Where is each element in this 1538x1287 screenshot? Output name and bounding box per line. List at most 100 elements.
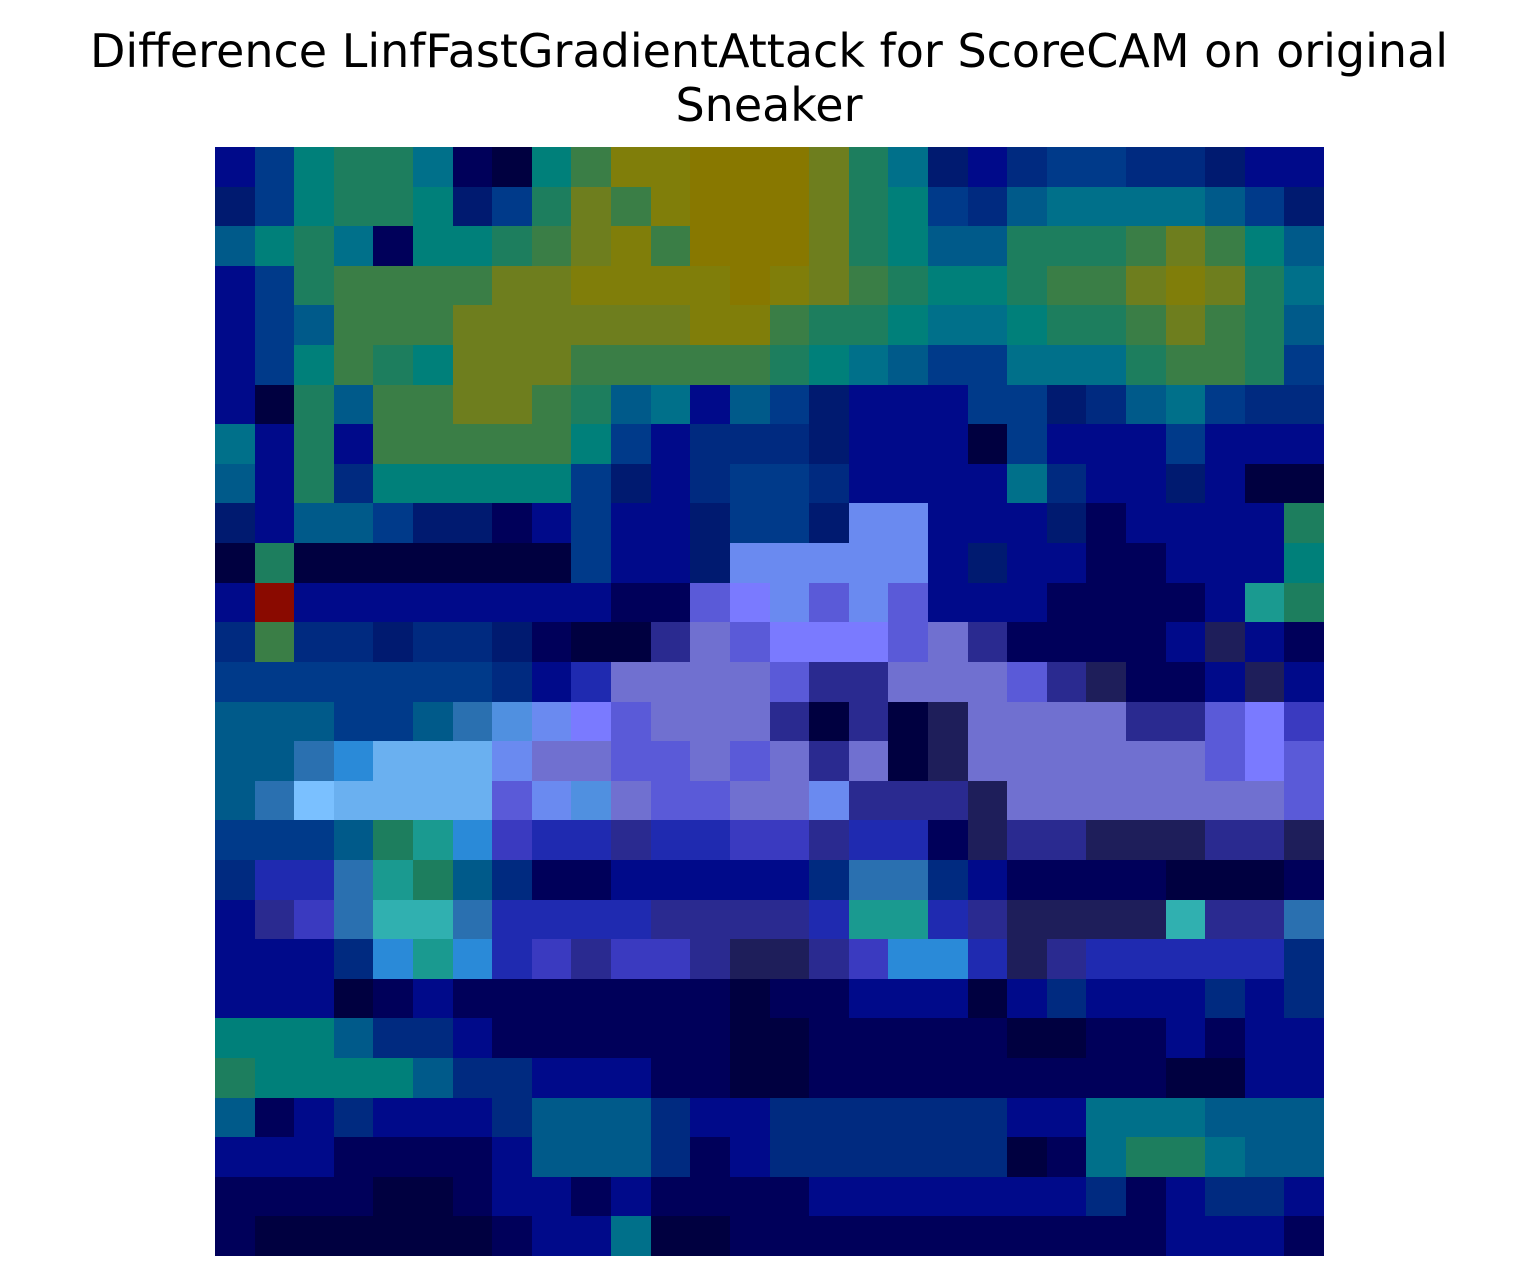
heatmap-cell: [413, 226, 453, 266]
heatmap-cell: [650, 859, 691, 900]
heatmap-cell: [611, 859, 651, 900]
heatmap-cell: [809, 543, 849, 583]
heatmap-cell: [1125, 503, 1166, 544]
heatmap-cell: [1284, 463, 1324, 504]
heatmap-cell: [1086, 147, 1126, 187]
heatmap-cell: [373, 661, 414, 702]
heatmap-cell: [848, 424, 889, 464]
heatmap-cell: [769, 978, 810, 1019]
heatmap-cell: [531, 503, 572, 544]
heatmap-cell: [1244, 939, 1285, 979]
heatmap-cell: [1007, 265, 1047, 306]
heatmap-cell: [452, 780, 493, 821]
heatmap-cell: [294, 186, 334, 227]
heatmap-cell: [254, 701, 295, 742]
heatmap-cell: [848, 186, 889, 227]
heatmap-cell: [373, 424, 414, 464]
heatmap-cell: [1165, 939, 1206, 979]
heatmap-cell: [729, 939, 770, 979]
heatmap-cell: [809, 1137, 849, 1177]
heatmap-cell: [215, 661, 255, 702]
heatmap-cell: [809, 820, 849, 860]
heatmap-cell: [967, 978, 1008, 1019]
heatmap-cell: [848, 305, 889, 346]
heatmap-cell: [927, 939, 968, 979]
heatmap-cell: [1046, 701, 1087, 742]
heatmap-cell: [492, 899, 532, 940]
heatmap-cell: [809, 622, 849, 662]
heatmap-cell: [215, 899, 255, 940]
heatmap-cell: [294, 582, 334, 623]
heatmap-cell: [927, 463, 968, 504]
heatmap-cell: [809, 1018, 849, 1058]
heatmap-cell: [650, 741, 691, 781]
heatmap-cell: [690, 1137, 730, 1177]
heatmap-cell: [611, 978, 651, 1019]
heatmap-cell: [769, 701, 810, 742]
heatmap-cell: [1086, 345, 1126, 385]
heatmap-cell: [927, 1097, 968, 1138]
heatmap-cell: [294, 939, 334, 979]
heatmap-cell: [1007, 345, 1047, 385]
heatmap-cell: [888, 780, 928, 821]
heatmap-cell: [611, 780, 651, 821]
heatmap-cell: [333, 186, 374, 227]
heatmap-cell: [729, 1176, 770, 1217]
heatmap-cell: [1165, 503, 1206, 544]
heatmap-cell: [1205, 622, 1245, 662]
heatmap-cell: [888, 147, 928, 187]
heatmap-cell: [452, 503, 493, 544]
heatmap-cell: [215, 384, 255, 425]
heatmap-cell: [254, 186, 295, 227]
heatmap-cell: [452, 424, 493, 464]
heatmap-cell: [690, 701, 730, 742]
heatmap-cell: [333, 226, 374, 266]
heatmap-cell: [650, 186, 691, 227]
heatmap-cell: [1205, 582, 1245, 623]
heatmap-cell: [492, 1176, 532, 1217]
heatmap-cell: [809, 384, 849, 425]
heatmap-cell: [215, 820, 255, 860]
heatmap-cell: [1007, 820, 1047, 860]
heatmap-cell: [888, 820, 928, 860]
heatmap-cell: [254, 226, 295, 266]
heatmap-cell: [729, 859, 770, 900]
heatmap-cell: [1244, 1176, 1285, 1217]
heatmap-cell: [1007, 384, 1047, 425]
heatmap-cell: [769, 186, 810, 227]
heatmap-cell: [571, 661, 612, 702]
heatmap-cell: [531, 147, 572, 187]
heatmap-cell: [333, 820, 374, 860]
heatmap-cell: [531, 820, 572, 860]
heatmap-cell: [492, 780, 532, 821]
heatmap-cell: [413, 622, 453, 662]
heatmap-cell: [611, 463, 651, 504]
heatmap-cell: [254, 741, 295, 781]
heatmap-cell: [809, 859, 849, 900]
heatmap-cell: [769, 345, 810, 385]
heatmap-cell: [888, 1097, 928, 1138]
heatmap-cell: [452, 661, 493, 702]
heatmap-cell: [492, 265, 532, 306]
heatmap-cell: [729, 1018, 770, 1058]
heatmap-cell: [650, 1057, 691, 1098]
heatmap-cell: [1284, 780, 1324, 821]
heatmap-cell: [373, 1097, 414, 1138]
heatmap-cell: [531, 859, 572, 900]
heatmap-cell: [690, 1216, 730, 1256]
heatmap-cell: [1125, 820, 1166, 860]
heatmap-cell: [729, 186, 770, 227]
heatmap-cell: [254, 305, 295, 346]
heatmap-cell: [1284, 384, 1324, 425]
heatmap-cell: [1007, 622, 1047, 662]
heatmap-cell: [1244, 305, 1285, 346]
heatmap-cell: [254, 939, 295, 979]
heatmap-cell: [1284, 543, 1324, 583]
heatmap-cell: [888, 503, 928, 544]
heatmap-cell: [571, 582, 612, 623]
heatmap-cell: [809, 939, 849, 979]
heatmap-cell: [333, 780, 374, 821]
heatmap-cell: [294, 1057, 334, 1098]
heatmap-cell: [1046, 265, 1087, 306]
heatmap-cell: [1205, 1097, 1245, 1138]
